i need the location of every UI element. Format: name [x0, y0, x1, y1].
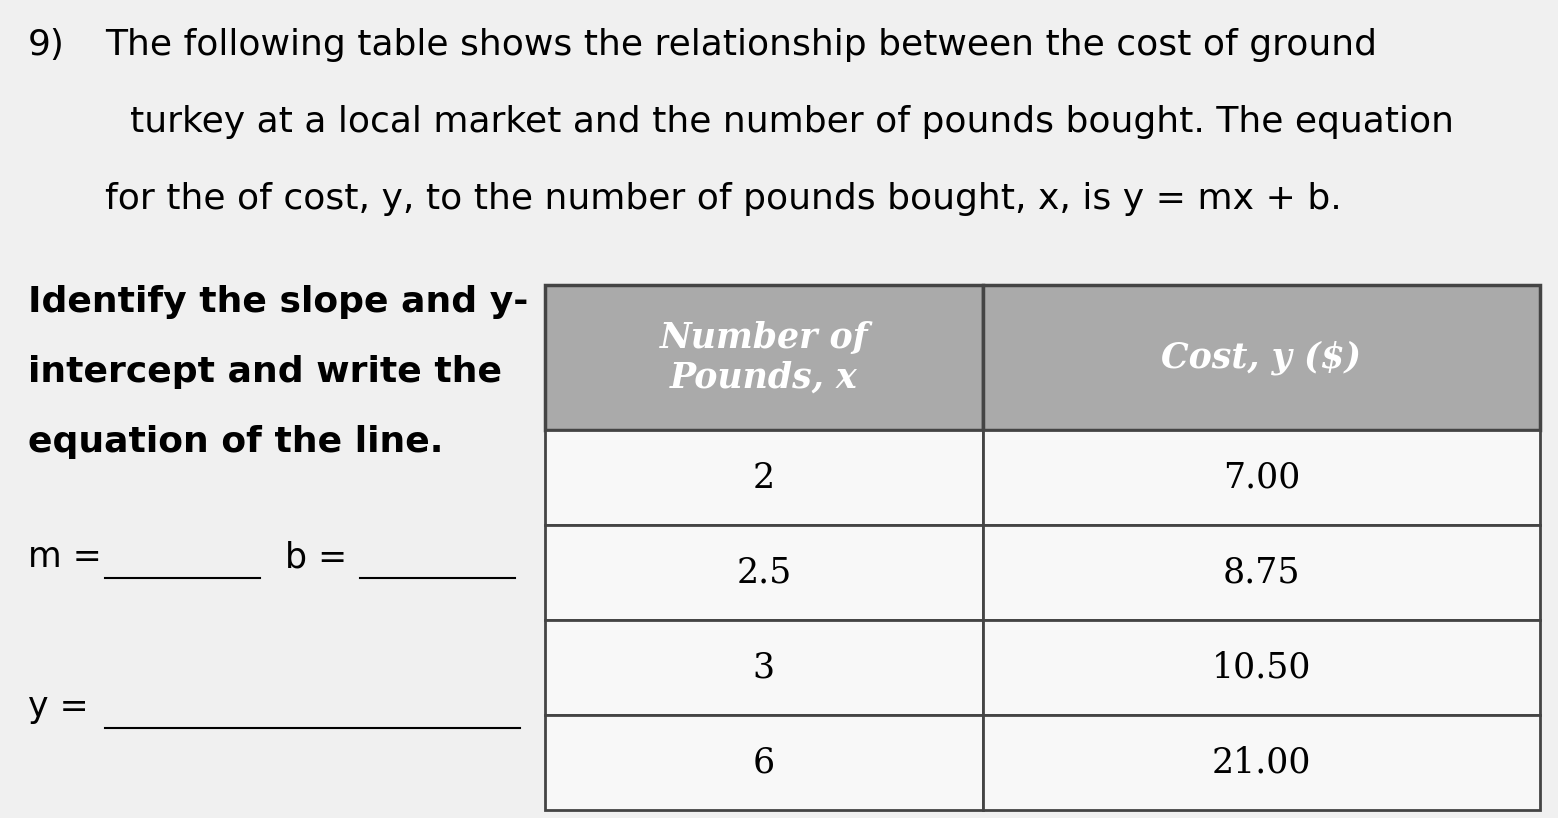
Text: m =: m =: [28, 540, 112, 574]
Text: y =: y =: [28, 690, 100, 724]
Text: turkey at a local market and the number of pounds bought. The equation: turkey at a local market and the number …: [129, 105, 1454, 139]
Text: Identify the slope and y-: Identify the slope and y-: [28, 285, 528, 319]
FancyBboxPatch shape: [983, 715, 1539, 810]
FancyBboxPatch shape: [545, 430, 983, 525]
FancyBboxPatch shape: [983, 525, 1539, 620]
Text: 10.50: 10.50: [1212, 650, 1312, 685]
Text: 21.00: 21.00: [1212, 745, 1312, 780]
Text: 8.75: 8.75: [1223, 555, 1299, 590]
Text: Cost, y ($): Cost, y ($): [1161, 340, 1362, 375]
Text: for the of cost, y, to the number of pounds bought, x, is y = mx + b.: for the of cost, y, to the number of pou…: [104, 182, 1341, 216]
FancyBboxPatch shape: [545, 525, 983, 620]
FancyBboxPatch shape: [545, 285, 983, 430]
FancyBboxPatch shape: [545, 715, 983, 810]
Text: intercept and write the: intercept and write the: [28, 355, 502, 389]
Text: 2: 2: [753, 461, 774, 495]
FancyBboxPatch shape: [983, 620, 1539, 715]
Text: 7.00: 7.00: [1223, 461, 1299, 495]
Text: equation of the line.: equation of the line.: [28, 425, 444, 459]
Text: b =: b =: [285, 540, 358, 574]
Text: 6: 6: [753, 745, 774, 780]
Text: Number of
Pounds, x: Number of Pounds, x: [659, 321, 868, 394]
Text: 3: 3: [753, 650, 774, 685]
FancyBboxPatch shape: [545, 620, 983, 715]
FancyBboxPatch shape: [983, 285, 1539, 430]
Text: 2.5: 2.5: [737, 555, 791, 590]
Text: The following table shows the relationship between the cost of ground: The following table shows the relationsh…: [104, 28, 1377, 62]
FancyBboxPatch shape: [983, 430, 1539, 525]
Text: 9): 9): [28, 28, 65, 62]
